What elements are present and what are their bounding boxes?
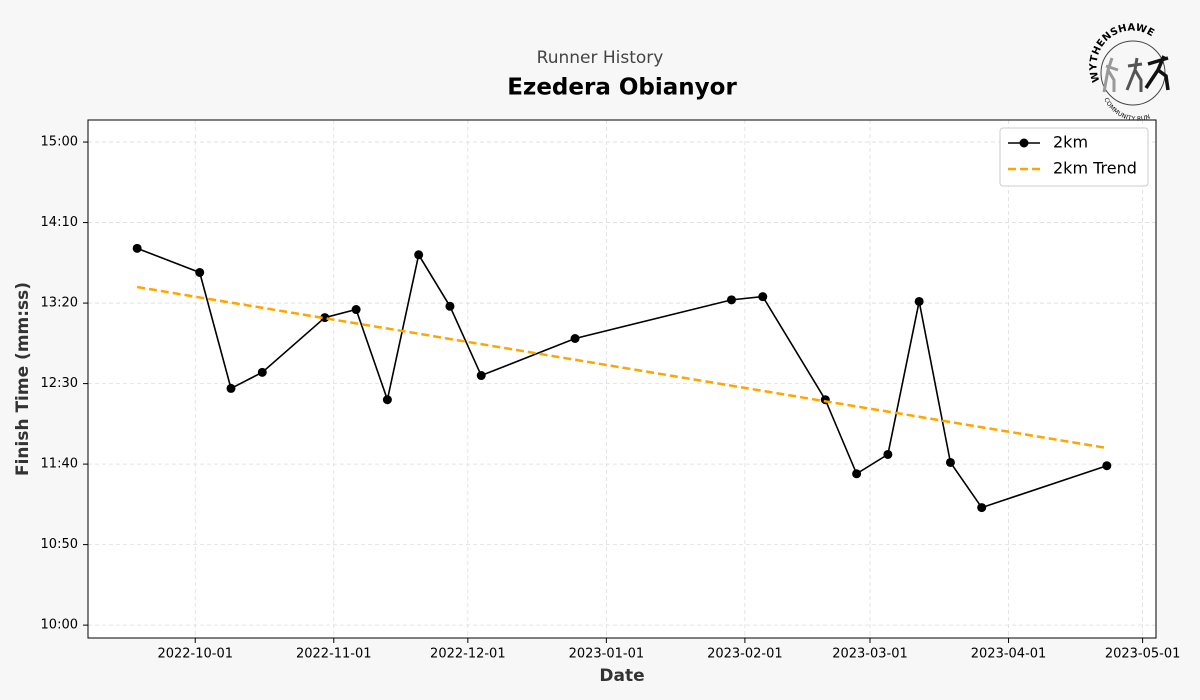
x-tick-label: 2022-10-01 (157, 647, 233, 662)
y-tick-label: 15:00 (41, 135, 78, 150)
data-point (1102, 461, 1112, 471)
data-point (476, 371, 486, 381)
logo-runner (1144, 55, 1170, 91)
y-tick-label: 14:10 (41, 215, 78, 230)
series-line (136, 285, 1108, 450)
data-point (414, 250, 424, 260)
data-point (351, 305, 361, 315)
y-tick-label: 10:00 (41, 618, 78, 633)
y-tick-label: 10:50 (41, 537, 78, 552)
x-axis-label: Date (599, 666, 644, 686)
legend-label: 2km Trend (1053, 159, 1137, 178)
data-point (758, 292, 768, 302)
data-point (883, 449, 893, 459)
plot-area (88, 120, 1156, 638)
plot-frame (87, 119, 1157, 639)
legend-marker (1019, 138, 1029, 148)
data-point (382, 395, 392, 405)
data-point (977, 503, 987, 513)
data-point (226, 383, 236, 393)
data-point (445, 301, 455, 311)
data-point (945, 457, 955, 467)
series-line (136, 247, 1108, 509)
logo-runner (1102, 57, 1119, 93)
x-tick-label: 2023-03-01 (832, 647, 908, 662)
legend-label: 2km (1053, 133, 1088, 152)
logo-ring (1100, 40, 1166, 106)
x-tick-label: 2023-04-01 (971, 647, 1047, 662)
x-tick-label: 2022-12-01 (430, 647, 506, 662)
x-tick-label: 2022-11-01 (296, 647, 372, 662)
logo-runner (1125, 57, 1143, 92)
chart-subtitle: Runner History (537, 48, 664, 68)
y-tick-label: 12:30 (41, 376, 78, 391)
data-point (570, 334, 580, 344)
x-tick-label: 2023-05-01 (1105, 647, 1181, 662)
x-tick-label: 2023-01-01 (569, 647, 645, 662)
y-axis-label: Finish Time (mm:ss) (13, 282, 33, 476)
y-tick-label: 11:40 (41, 457, 78, 472)
data-point (852, 469, 862, 479)
data-point (257, 367, 267, 377)
chart-title: Ezedera Obianyor (507, 75, 737, 101)
data-point (914, 296, 924, 306)
y-tick-label: 13:20 (41, 296, 78, 311)
data-point (726, 295, 736, 305)
data-point (195, 267, 205, 277)
data-point (132, 243, 142, 253)
x-tick-label: 2023-02-01 (707, 647, 783, 662)
